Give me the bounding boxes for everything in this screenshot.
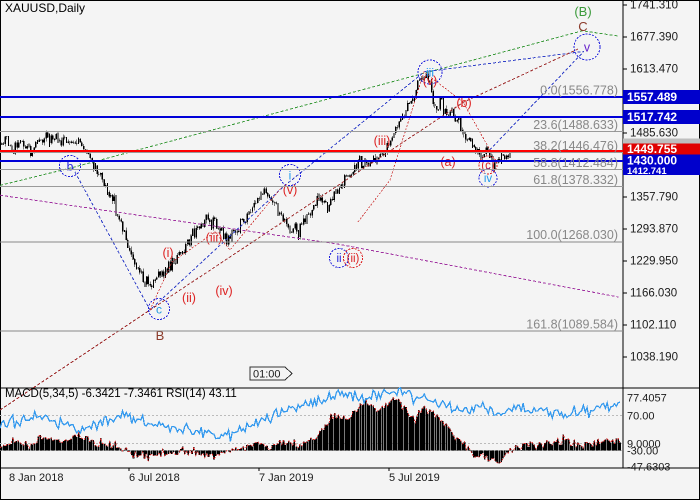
svg-text:iv: iv [484, 173, 493, 185]
svg-text:1102.110: 1102.110 [630, 319, 676, 331]
svg-text:77.4057: 77.4057 [627, 393, 667, 405]
svg-text:(b): (b) [456, 96, 471, 110]
svg-text:MACD(5,34,5) -6.3421 -7.3461 R: MACD(5,34,5) -6.3421 -7.3461 RSI(14) 43.… [5, 388, 237, 400]
svg-text:1412.741: 1412.741 [627, 166, 667, 177]
svg-text:(v): (v) [283, 183, 298, 197]
svg-text:161.8(1089.584): 161.8(1089.584) [526, 318, 618, 332]
svg-text:1557.489: 1557.489 [627, 90, 677, 104]
svg-text:58.8(1412.484): 58.8(1412.484) [533, 156, 618, 170]
svg-text:7 Jan 2019: 7 Jan 2019 [259, 472, 313, 484]
svg-text:(B): (B) [574, 4, 591, 19]
svg-text:XAUUSD,Daily: XAUUSD,Daily [5, 1, 85, 15]
svg-text:(iii): (iii) [374, 134, 391, 148]
svg-text:(v): (v) [423, 74, 438, 88]
svg-text:61.8(1378.332): 61.8(1378.332) [533, 173, 618, 187]
svg-text:100.0(1268.030): 100.0(1268.030) [526, 228, 618, 242]
svg-text:1741.310: 1741.310 [630, 0, 678, 12]
svg-text:i: i [289, 169, 292, 183]
svg-text:v: v [584, 41, 591, 55]
svg-text:B: B [156, 328, 165, 343]
svg-text:23.6(1488.633): 23.6(1488.633) [533, 118, 618, 132]
svg-text:(iv): (iv) [215, 284, 232, 298]
svg-text:1038.190: 1038.190 [630, 351, 678, 363]
svg-text:6 Jul 2018: 6 Jul 2018 [129, 472, 180, 484]
svg-text:-47.6303: -47.6303 [627, 462, 670, 474]
svg-text:C: C [578, 19, 587, 34]
svg-text:01:00: 01:00 [253, 369, 281, 381]
svg-text:c: c [156, 303, 162, 317]
svg-text:1166.030: 1166.030 [630, 287, 677, 299]
svg-text:(i): (i) [162, 246, 173, 260]
svg-text:(ii): (ii) [347, 253, 360, 265]
svg-text:1517.742: 1517.742 [627, 110, 677, 124]
svg-text:(a): (a) [440, 155, 455, 169]
svg-text:5 Jul 2019: 5 Jul 2019 [389, 472, 440, 484]
svg-text:38.2(1446.476): 38.2(1446.476) [533, 139, 618, 153]
svg-text:1357.790: 1357.790 [630, 191, 678, 203]
svg-text:1229.950: 1229.950 [630, 255, 678, 267]
svg-text:8 Jan 2018: 8 Jan 2018 [9, 472, 63, 484]
svg-text:1485.630: 1485.630 [630, 128, 678, 140]
svg-text:1293.870: 1293.870 [630, 223, 678, 235]
svg-text:(iii): (iii) [206, 231, 223, 245]
svg-text:70.00: 70.00 [627, 411, 655, 423]
svg-text:(ii): (ii) [182, 291, 196, 305]
svg-text:0.0(1556.778): 0.0(1556.778) [540, 84, 618, 98]
svg-text:1677.390: 1677.390 [630, 32, 678, 44]
svg-text:ii: ii [336, 253, 341, 265]
svg-text:-30.00: -30.00 [627, 446, 658, 458]
svg-text:1613.470: 1613.470 [630, 64, 678, 76]
